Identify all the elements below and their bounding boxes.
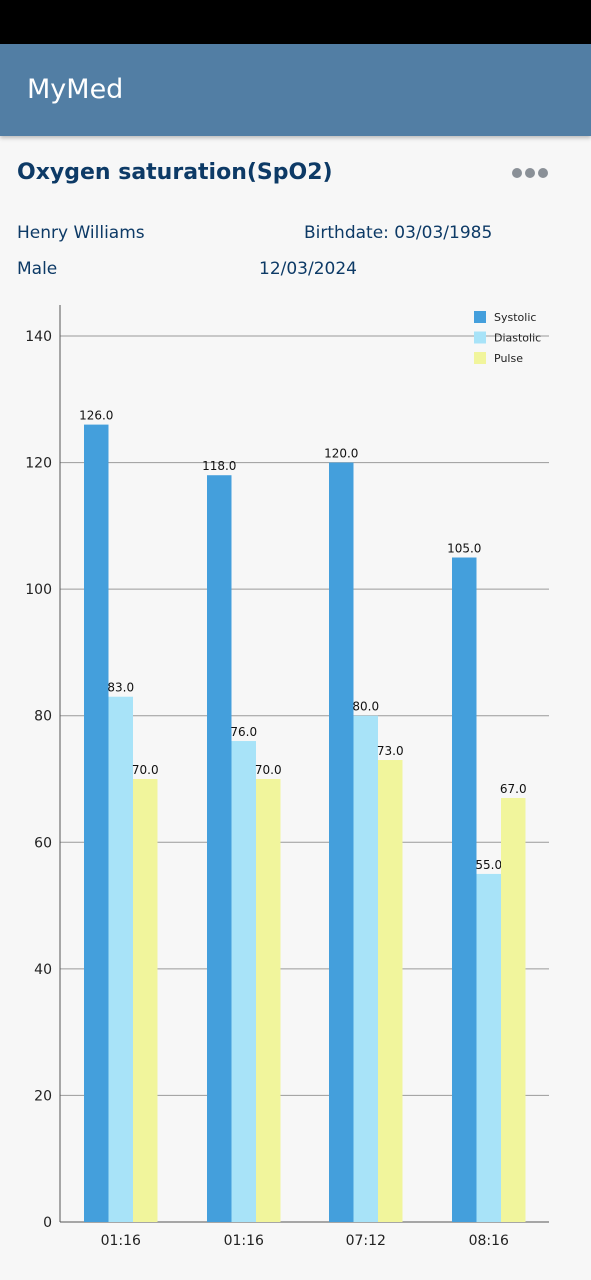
bar-systolic: [84, 424, 109, 1223]
y-tick-label: 40: [34, 962, 52, 978]
y-tick-label: 60: [34, 835, 52, 851]
y-tick-label: 0: [43, 1215, 52, 1231]
data-label: 73.0: [377, 744, 404, 758]
page-title: Oxygen saturation(SpO2): [17, 160, 333, 185]
app-title: MyMed: [27, 74, 124, 105]
data-label: 80.0: [352, 700, 379, 714]
x-tick-label: 01:16: [101, 1233, 141, 1249]
more-horizontal-icon[interactable]: [512, 168, 548, 178]
legend-label: Pulse: [494, 352, 523, 365]
data-label: 70.0: [255, 763, 282, 777]
y-tick-label: 100: [25, 582, 52, 598]
legend-swatch-pulse: [474, 352, 486, 364]
patient-sex: Male: [17, 259, 58, 279]
patient-name: Henry Williams: [17, 223, 145, 243]
legend-label: Diastolic: [494, 332, 541, 345]
bar-systolic: [329, 462, 354, 1222]
bar-pulse: [133, 779, 158, 1222]
data-label: 83.0: [107, 681, 134, 695]
data-label: 105.0: [447, 542, 481, 556]
bar-diastolic: [231, 741, 256, 1222]
y-tick-label: 20: [34, 1088, 52, 1104]
data-label: 126.0: [79, 409, 113, 423]
data-label: 76.0: [230, 725, 257, 739]
data-label: 70.0: [132, 763, 159, 777]
x-tick-label: 08:16: [469, 1233, 509, 1249]
status-bar: [0, 0, 591, 44]
bar-pulse: [501, 797, 526, 1222]
legend-label: Systolic: [494, 311, 536, 324]
y-tick-label: 120: [25, 456, 52, 472]
y-tick-label: 140: [25, 329, 52, 345]
y-tick-label: 80: [34, 709, 52, 725]
bar-pulse: [256, 779, 281, 1222]
bar-diastolic: [353, 715, 378, 1222]
legend-swatch-diastolic: [474, 331, 486, 344]
legend-swatch-systolic: [474, 311, 486, 323]
x-tick-label: 01:16: [224, 1233, 264, 1249]
data-label: 55.0: [475, 858, 502, 872]
data-label: 118.0: [202, 459, 236, 473]
measurement-date: 12/03/2024: [259, 259, 357, 279]
bar-chart: 0 20 40 60 80 100 120 140 126.0 83.0 70.0 01:16 118.…: [25, 305, 549, 1249]
data-label: 67.0: [500, 782, 527, 796]
more-options-button[interactable]: [506, 162, 554, 184]
app-bar: MyMed: [0, 44, 591, 136]
x-tick-label: 07:12: [346, 1233, 386, 1249]
patient-birthdate: Birthdate: 03/03/1985: [304, 223, 493, 243]
bar-systolic: [452, 557, 477, 1222]
bar-systolic: [207, 475, 232, 1222]
bar-diastolic: [476, 873, 501, 1222]
bar-diastolic: [108, 696, 133, 1222]
data-label: 120.0: [324, 447, 358, 461]
bar-pulse: [378, 760, 403, 1222]
